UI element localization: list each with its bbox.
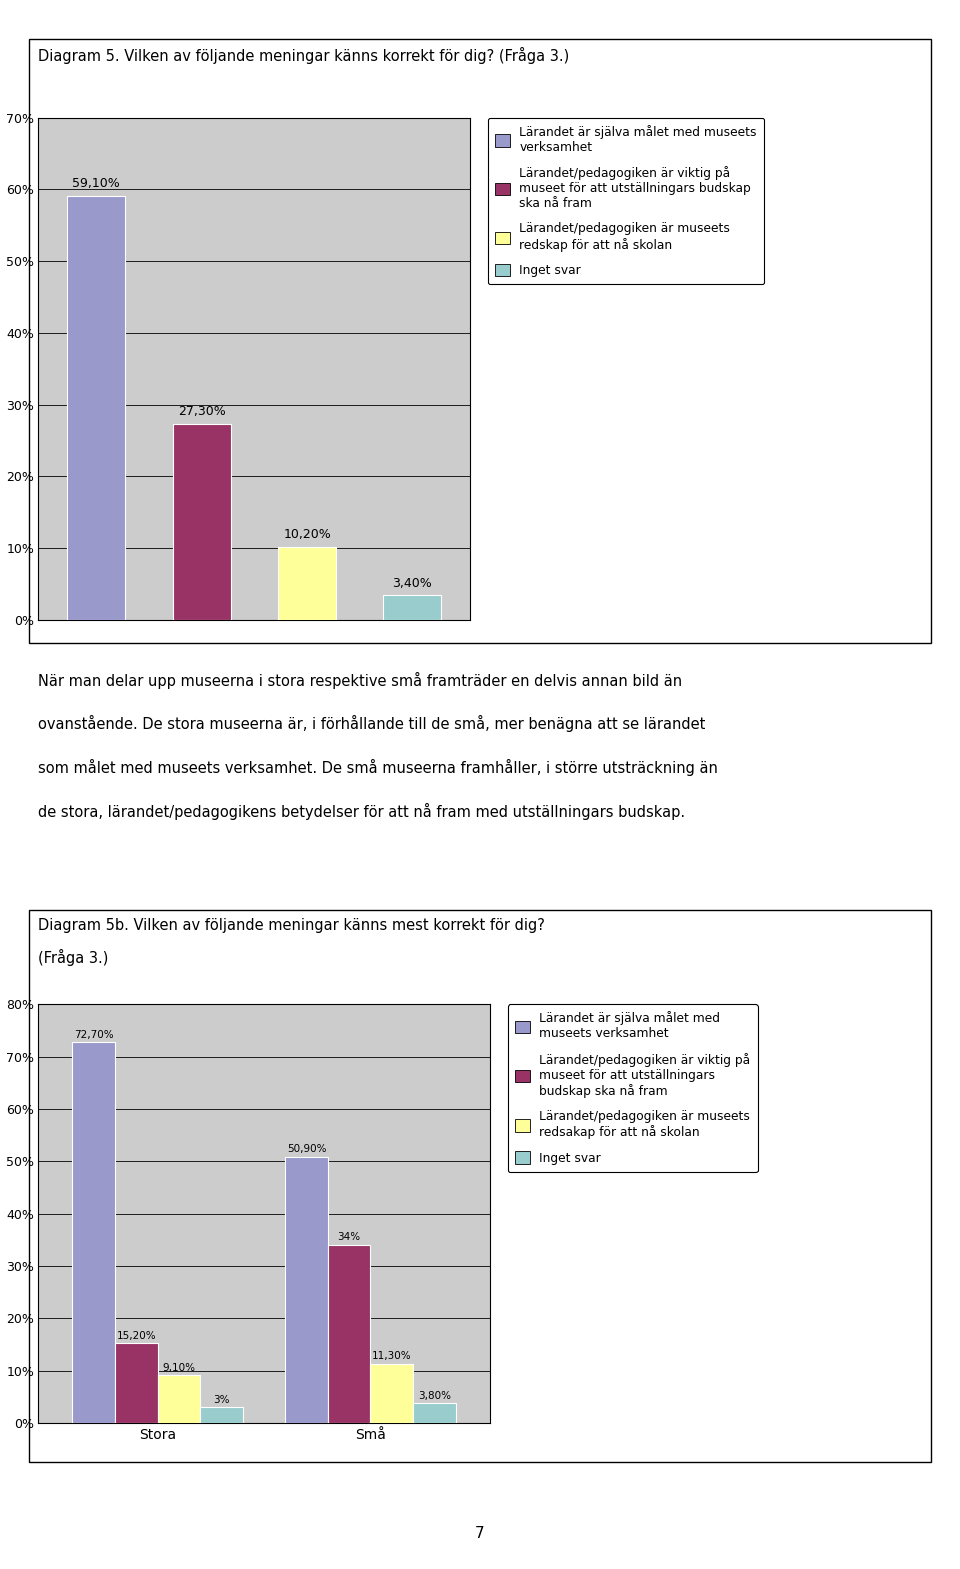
Bar xyxy=(72,1042,115,1423)
Bar xyxy=(278,546,336,620)
Text: Diagram 5b. Vilken av följande meningar känns mest korrekt för dig?: Diagram 5b. Vilken av följande meningar … xyxy=(38,918,545,934)
Text: Diagram 5. Vilken av följande meningar känns korrekt för dig? (Fråga 3.): Diagram 5. Vilken av följande meningar k… xyxy=(38,47,569,64)
Text: (Fråga 3.): (Fråga 3.) xyxy=(38,949,108,967)
Text: 9,10%: 9,10% xyxy=(162,1363,196,1373)
Bar xyxy=(383,595,442,620)
Text: 3,40%: 3,40% xyxy=(393,577,432,590)
Text: 72,70%: 72,70% xyxy=(74,1029,113,1040)
Text: 10,20%: 10,20% xyxy=(283,527,331,541)
Text: 15,20%: 15,20% xyxy=(116,1331,156,1341)
Text: 7: 7 xyxy=(475,1525,485,1541)
Text: 50,90%: 50,90% xyxy=(287,1144,326,1153)
Text: 27,30%: 27,30% xyxy=(178,405,226,419)
Bar xyxy=(67,196,126,620)
Text: de stora, lärandet/pedagogikens betydelser för att nå fram med utställningars bu: de stora, lärandet/pedagogikens betydels… xyxy=(38,803,685,821)
Text: 11,30%: 11,30% xyxy=(372,1351,412,1362)
Bar xyxy=(285,1156,328,1423)
Text: 59,10%: 59,10% xyxy=(72,177,120,190)
Text: När man delar upp museerna i stora respektive små framträder en delvis annan bil: När man delar upp museerna i stora respe… xyxy=(38,672,683,689)
Bar xyxy=(371,1363,413,1423)
Bar xyxy=(157,1376,200,1423)
Legend: Lärandet är själva målet med
museets verksamhet, Lärandet/pedagogiken är viktig : Lärandet är själva målet med museets ver… xyxy=(508,1004,757,1172)
Legend: Lärandet är själva målet med museets
verksamhet, Lärandet/pedagogiken är viktig : Lärandet är själva målet med museets ver… xyxy=(488,118,764,284)
Bar xyxy=(413,1403,456,1423)
Text: som målet med museets verksamhet. De små museerna framhåller, i större utsträckn: som målet med museets verksamhet. De små… xyxy=(38,759,718,777)
Bar xyxy=(173,424,230,620)
Bar xyxy=(200,1407,243,1423)
Text: 34%: 34% xyxy=(338,1232,361,1243)
Text: 3,80%: 3,80% xyxy=(418,1390,451,1401)
Text: ovanstående. De stora museerna är, i förhållande till de små, mer benägna att se: ovanstående. De stora museerna är, i för… xyxy=(38,715,706,733)
Text: 3%: 3% xyxy=(213,1395,229,1404)
Bar xyxy=(328,1246,371,1423)
Bar xyxy=(115,1343,157,1423)
